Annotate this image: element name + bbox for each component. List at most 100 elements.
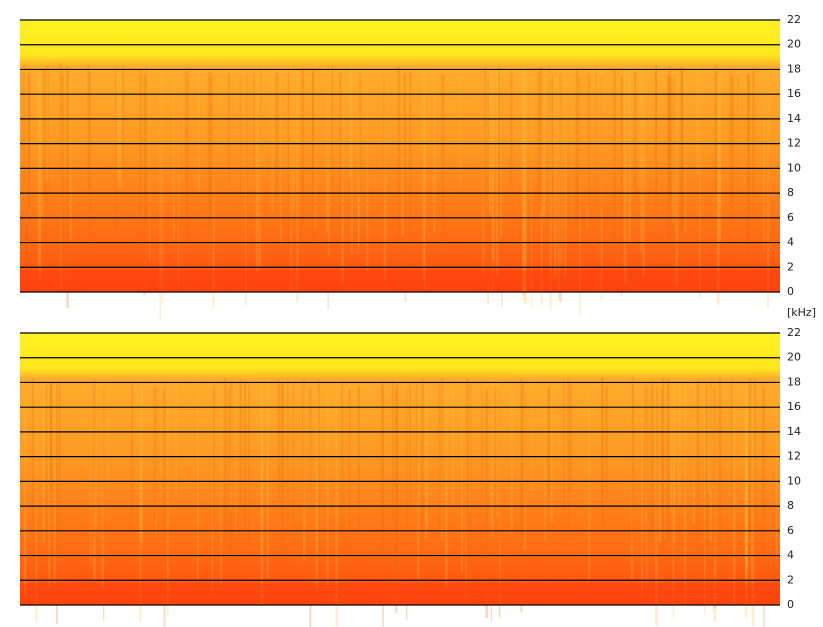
streak: [707, 379, 710, 494]
streak: [569, 381, 572, 492]
streak: [207, 73, 211, 237]
spectrogram-panel: 0 2 4 6 8 10 12 14 16 18 20 22: [20, 326, 801, 627]
streak: [578, 76, 581, 316]
streak: [485, 389, 489, 618]
streak: [540, 72, 543, 306]
streak: [43, 383, 46, 545]
streak: [155, 387, 158, 519]
streak: [296, 68, 299, 303]
streak: [753, 378, 756, 573]
streak: [745, 388, 749, 568]
streak: [39, 73, 42, 282]
streak: [383, 66, 385, 182]
streak: [703, 386, 706, 615]
streak: [481, 388, 483, 559]
streak: [737, 76, 739, 196]
streak: [500, 70, 503, 238]
streak: [90, 378, 92, 564]
streak: [209, 71, 212, 226]
streak: [277, 379, 280, 501]
streak: [445, 387, 448, 588]
streak: [620, 75, 623, 296]
streak: [235, 389, 237, 534]
streak: [302, 378, 305, 517]
streak: [35, 379, 38, 623]
streak: [28, 77, 31, 274]
streak: [716, 63, 718, 227]
streak: [255, 76, 259, 272]
streak: [155, 379, 157, 536]
streak: [335, 389, 339, 627]
streak: [101, 386, 105, 588]
streak: [655, 67, 657, 193]
streak: [491, 379, 494, 537]
streak: [303, 383, 306, 561]
streak: [531, 379, 533, 494]
streak: [641, 382, 643, 596]
streak: [228, 388, 231, 557]
streak: [709, 378, 712, 490]
y-tick-label: 6: [787, 524, 794, 537]
streak: [630, 389, 634, 580]
streak: [501, 76, 503, 308]
streak: [153, 385, 156, 521]
streak: [621, 74, 623, 216]
streak: [672, 72, 676, 224]
streak: [47, 65, 50, 189]
streak: [58, 380, 61, 563]
streak: [89, 72, 91, 244]
y-tick-label: 4: [787, 236, 794, 249]
streak: [667, 75, 670, 259]
streak: [696, 379, 700, 601]
y-tick-label: 14: [787, 112, 801, 125]
streak: [644, 382, 648, 513]
streak: [575, 68, 579, 235]
streak: [496, 376, 499, 515]
streak: [730, 377, 733, 509]
streak: [744, 379, 748, 618]
y-tick-label: 12: [787, 450, 801, 463]
streak: [46, 385, 48, 557]
y-tick-label: 20: [787, 38, 801, 51]
streak: [767, 69, 770, 309]
streak: [645, 381, 648, 587]
streak: [731, 75, 735, 222]
streak: [314, 63, 317, 230]
streak: [747, 74, 750, 262]
streak: [713, 386, 716, 609]
streak: [645, 387, 649, 549]
streak: [671, 77, 675, 290]
streak: [692, 383, 696, 525]
streak: [290, 64, 293, 294]
streak: [684, 75, 687, 233]
streak: [692, 386, 694, 567]
streak: [166, 384, 169, 617]
streak: [587, 72, 590, 207]
streak: [424, 74, 426, 294]
streak: [440, 377, 444, 528]
streak: [698, 76, 701, 299]
streak: [680, 67, 683, 236]
streak: [224, 377, 227, 544]
streak: [661, 377, 665, 605]
streak: [357, 65, 361, 246]
streak: [271, 70, 274, 212]
streak: [317, 379, 319, 495]
streak: [675, 74, 678, 287]
streak: [383, 69, 387, 281]
streak: [391, 379, 395, 526]
streak: [45, 71, 49, 182]
streak: [520, 377, 523, 613]
streak: [499, 384, 501, 620]
streak: [482, 63, 485, 276]
streak: [316, 387, 319, 553]
y-tick-label: 18: [787, 62, 801, 75]
streak: [383, 77, 385, 243]
streak: [185, 72, 188, 241]
streak: [762, 381, 764, 556]
streak: [732, 386, 736, 607]
streak: [510, 69, 513, 185]
streak: [341, 75, 344, 283]
streak: [339, 72, 343, 236]
streak: [600, 67, 603, 301]
